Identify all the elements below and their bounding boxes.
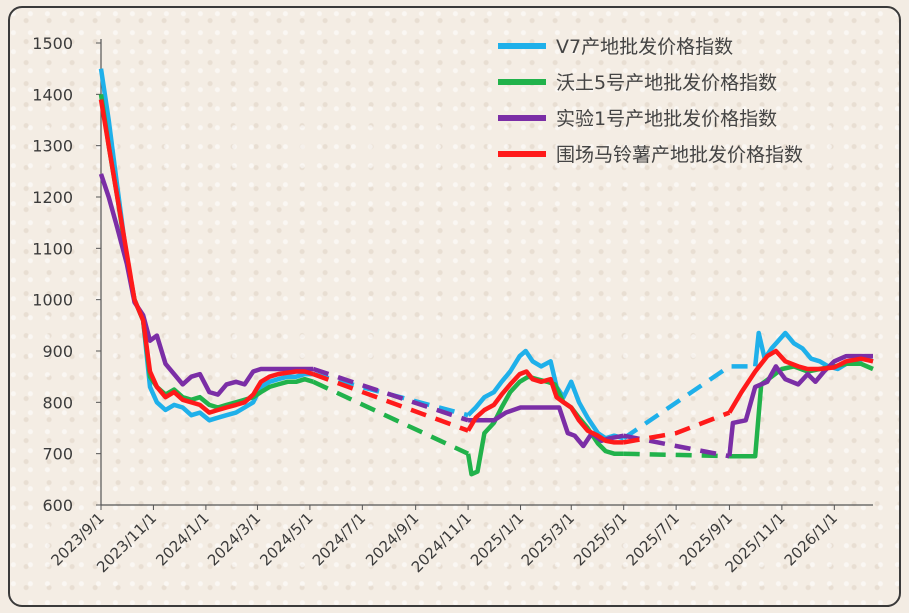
x-tick-label: 2025/7/1 — [623, 509, 683, 569]
series-line-dashed — [622, 364, 756, 441]
x-tick-label: 2025/3/1 — [518, 509, 578, 569]
series-line-dashed — [312, 379, 470, 456]
series-line-dashed — [623, 451, 730, 459]
y-tick-label: 1200 — [32, 188, 73, 207]
series-line — [466, 348, 625, 441]
series-line — [98, 93, 314, 410]
y-tick-label: 600 — [42, 496, 73, 515]
y-tick-label: 1100 — [32, 239, 73, 258]
y-tick-label: 1400 — [32, 85, 73, 104]
x-tick-label: 2025/5/1 — [570, 509, 630, 569]
y-tick-label: 800 — [42, 393, 73, 412]
x-tick-label: 2024/1/1 — [152, 509, 212, 569]
x-tick-label: 2026/1/1 — [781, 509, 841, 569]
x-tick-label: 2025/1/1 — [467, 509, 527, 569]
series-line — [466, 369, 624, 445]
legend: V7产地批发价格指数沃土5号产地批发价格指数实验1号产地批发价格指数围场马铃薯产… — [498, 36, 803, 166]
legend-label: 实验1号产地批发价格指数 — [556, 108, 777, 130]
y-tick-label: 900 — [42, 342, 73, 361]
x-tick-label: 2024/3/1 — [204, 509, 264, 569]
y-tick-label: 1000 — [32, 291, 73, 310]
y-tick-label: 1500 — [32, 34, 73, 53]
series-line — [727, 353, 873, 457]
legend-label: 沃土5号产地批发价格指数 — [556, 72, 777, 94]
series-line-dashed — [312, 371, 469, 433]
series-4 — [98, 99, 874, 445]
y-tick-label: 1300 — [32, 137, 73, 156]
x-tick-label: 2024/5/1 — [256, 509, 316, 569]
x-tick-label: 2024/7/1 — [309, 509, 369, 569]
series-layer — [98, 68, 874, 477]
legend-label: V7产地批发价格指数 — [556, 36, 733, 58]
series-line-dashed — [623, 410, 731, 445]
series-line-dashed — [312, 366, 469, 423]
y-tick-label: 700 — [42, 445, 73, 464]
series-line-dashed — [623, 433, 730, 459]
legend-label: 围场马铃薯产地批发价格指数 — [556, 144, 803, 166]
series-line — [727, 348, 874, 414]
series-line — [98, 99, 314, 415]
